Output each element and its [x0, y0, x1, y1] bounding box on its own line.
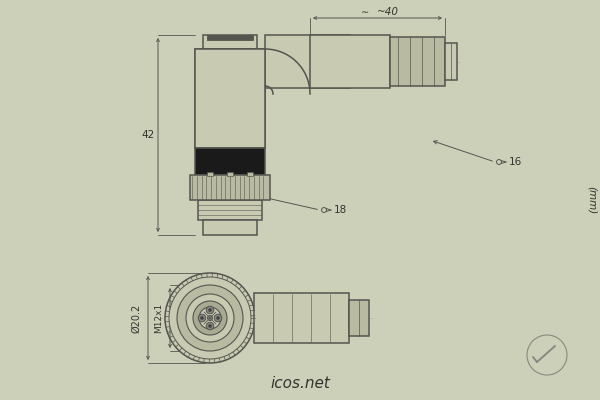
- Bar: [198, 200, 262, 220]
- Bar: [390, 37, 445, 86]
- Bar: [247, 172, 253, 176]
- Bar: [195, 49, 265, 148]
- Text: ∼: ∼: [361, 7, 370, 17]
- Circle shape: [216, 316, 220, 320]
- Text: ~40: ~40: [377, 7, 398, 17]
- Circle shape: [186, 294, 234, 342]
- Bar: [227, 172, 233, 176]
- Polygon shape: [265, 35, 350, 94]
- Circle shape: [193, 301, 227, 335]
- Bar: [207, 172, 213, 176]
- Circle shape: [214, 314, 222, 322]
- Bar: [190, 175, 270, 200]
- Bar: [207, 35, 253, 40]
- Bar: [203, 220, 257, 235]
- Text: M12x1: M12x1: [155, 303, 163, 333]
- Text: 18: 18: [334, 205, 347, 215]
- Text: 16: 16: [509, 157, 522, 167]
- Text: icos.net: icos.net: [270, 376, 330, 390]
- Text: (mm): (mm): [587, 186, 597, 214]
- Bar: [254, 293, 349, 343]
- Circle shape: [165, 273, 255, 363]
- Circle shape: [199, 307, 221, 329]
- Text: 42: 42: [142, 130, 155, 140]
- Bar: [310, 35, 390, 88]
- Circle shape: [206, 306, 214, 314]
- Bar: [195, 49, 265, 148]
- Bar: [203, 35, 257, 49]
- Circle shape: [206, 322, 214, 330]
- Text: Ø20.2: Ø20.2: [131, 303, 141, 333]
- Circle shape: [177, 285, 243, 351]
- Circle shape: [200, 316, 204, 320]
- Circle shape: [208, 316, 212, 320]
- Bar: [349, 300, 369, 336]
- Bar: [445, 43, 457, 80]
- Bar: [195, 148, 265, 175]
- Circle shape: [198, 314, 206, 322]
- Circle shape: [208, 308, 212, 312]
- Circle shape: [169, 277, 251, 359]
- Circle shape: [208, 324, 212, 328]
